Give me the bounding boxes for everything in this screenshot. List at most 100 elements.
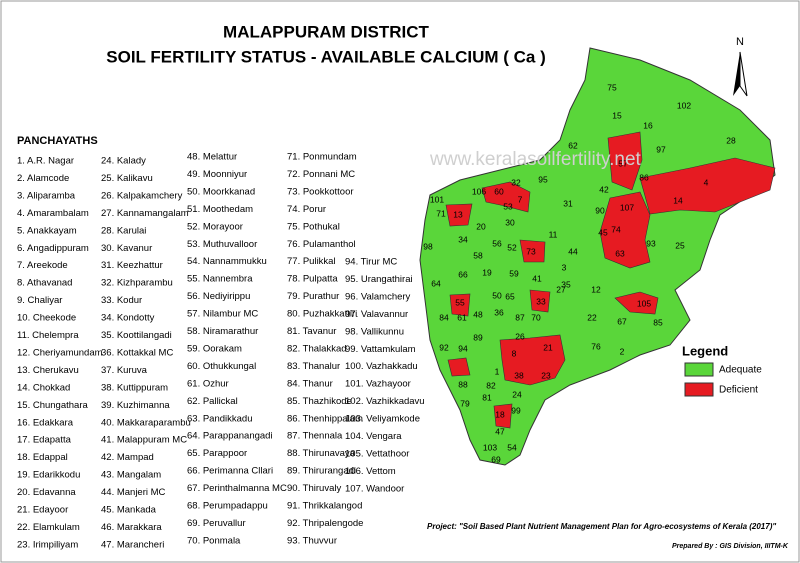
panchayath-item: 8. Athavanad <box>17 278 72 289</box>
map-label: 30 <box>505 217 515 227</box>
map-label: 87 <box>515 312 525 322</box>
map-label: 2 <box>620 346 625 356</box>
legend: Adequate Deficient <box>684 362 762 397</box>
panchayath-item: 41. Malappuram MC <box>101 435 187 446</box>
map-label: 41 <box>532 273 542 283</box>
region <box>607 131 643 191</box>
panchayath-item: 11. Chelempra <box>17 330 79 341</box>
panchayath-item: 60. Othukkungal <box>187 361 256 372</box>
region <box>614 291 659 315</box>
panchayath-item: 15. Chungathara <box>17 400 88 411</box>
map-label: 107 <box>620 202 634 212</box>
map-label: 12 <box>591 284 601 294</box>
panchayath-item: 52. Morayoor <box>187 221 243 232</box>
map-label: 15 <box>612 110 622 120</box>
map-label: 31 <box>563 198 573 208</box>
panchayath-item: 34. Kondotty <box>101 313 155 324</box>
map-label: 45 <box>598 227 608 237</box>
map-label: 19 <box>482 267 492 277</box>
map-label: 38 <box>514 370 524 380</box>
map-label: 34 <box>458 234 468 244</box>
map-label: 27 <box>556 284 566 294</box>
legend-title: Legend <box>682 343 728 358</box>
panchayath-item: 83. Thanalur <box>287 361 340 372</box>
map-label: 48 <box>473 309 483 319</box>
panchayath-item: 78. Pulpatta <box>287 274 338 285</box>
region <box>529 289 551 313</box>
panchayath-item: 31. Keezhattur <box>101 260 163 271</box>
map-label: 42 <box>599 184 609 194</box>
panchayath-item: 49. Moonniyur <box>187 169 247 180</box>
map-label: 13 <box>453 209 463 219</box>
panchayath-item: 96. Valamchery <box>345 291 411 302</box>
panchayath-item: 95. Urangathirai <box>345 274 413 285</box>
map-label: 4 <box>704 177 709 187</box>
panchayath-item: 70. Ponmala <box>187 535 241 546</box>
project-note: Project: "Soil Based Plant Nutrient Mana… <box>427 522 776 531</box>
map-label: 106 <box>472 186 486 196</box>
map-label: 7 <box>518 194 523 204</box>
panchayath-item: 37. Kuruva <box>101 365 148 376</box>
panchayath-item: 47. Marancheri <box>101 539 164 550</box>
panchayath-item: 88. Thirunavaya <box>287 448 356 459</box>
map-label: 1 <box>495 366 500 376</box>
panchayath-item: 62. Pallickal <box>187 396 238 407</box>
panchayath-item: 67. Perinthalmanna MC <box>187 483 287 494</box>
panchayath-item: 80. Puzhakkattiri <box>287 309 357 320</box>
panchayath-item: 9. Chaliyar <box>17 295 62 306</box>
region <box>445 203 473 227</box>
panchayath-item: 105. Vettathoor <box>345 448 409 459</box>
map-label: 82 <box>486 380 496 390</box>
region <box>447 357 471 377</box>
panchayath-item: 99. Vattamkulam <box>345 344 416 355</box>
panchayath-item: 32. Kizhparambu <box>101 278 173 289</box>
panchayath-item: 48. Melattur <box>187 152 237 163</box>
panchayath-item: 46. Marakkara <box>101 522 162 533</box>
map-label: 102 <box>677 100 691 110</box>
map-label: 44 <box>568 246 578 256</box>
panchayath-item: 16. Edakkara <box>17 417 74 428</box>
credits: Prepared By : GIS Division, IIITM-K <box>672 543 789 550</box>
panchayath-item: 24. Kalady <box>101 156 146 167</box>
panchayath-item: 25. Kalikavu <box>101 173 153 184</box>
map-label: 60 <box>494 186 504 196</box>
panchayath-item: 51. Moothedam <box>187 204 253 215</box>
map-label: 22 <box>587 312 597 322</box>
panchayath-item: 68. Perumpadappu <box>187 501 268 512</box>
panchayath-item: 14. Chokkad <box>17 382 70 393</box>
title-line: SOIL FERTILITY STATUS - AVAILABLE CALCIU… <box>106 47 545 66</box>
map-label: 76 <box>591 341 601 351</box>
map-label: 88 <box>458 379 468 389</box>
panchayath-item: 106. Vettom <box>345 466 396 477</box>
panchayath-item: 92. Thripalengode <box>287 518 363 529</box>
panchayath-item: 76. Pulamanthol <box>287 239 356 250</box>
map-label: 94 <box>458 343 468 353</box>
north-arrow: N <box>733 36 748 97</box>
panchayath-item: 43. Mangalam <box>101 470 161 481</box>
panchayath-item: 69. Peruvallur <box>187 518 246 529</box>
panchayath-item: 87. Thennala <box>287 431 343 442</box>
map-label: 64 <box>431 278 441 288</box>
panchayath-item: 90. Thiruvaly <box>287 483 341 494</box>
panchayath-item: 91. Thrikkalangod <box>287 501 362 512</box>
panchayath-item: 12. Cheriyamundam <box>17 347 103 358</box>
panchayath-item: 97. Valavannur <box>345 309 408 320</box>
panchayath-item: 79. Purathur <box>287 291 339 302</box>
panchayath-item: 18. Edappal <box>17 452 68 463</box>
panchayath-item: 77. Pulikkal <box>287 256 336 267</box>
panchayath-item: 2. Alamcode <box>17 173 69 184</box>
map-label: 32 <box>511 177 521 187</box>
panchayath-item: 107. Wandoor <box>345 483 404 494</box>
panchayath-item: 89. Thirurangadi <box>287 466 356 477</box>
watermark: www.keralasoilfertility.net <box>429 149 642 170</box>
map-label: 8 <box>512 348 517 358</box>
map-label: 59 <box>509 268 519 278</box>
panchayath-item: 65. Parappoor <box>187 448 247 459</box>
map-label: 71 <box>436 208 446 218</box>
panchayath-item: 50. Moorkkanad <box>187 186 255 197</box>
panchayath-item: 33. Kodur <box>101 295 142 306</box>
arrow-left <box>733 52 740 96</box>
panchayath-item: 57. Nilambur MC <box>187 309 258 320</box>
panchayath-item: 42. Mampad <box>101 452 154 463</box>
